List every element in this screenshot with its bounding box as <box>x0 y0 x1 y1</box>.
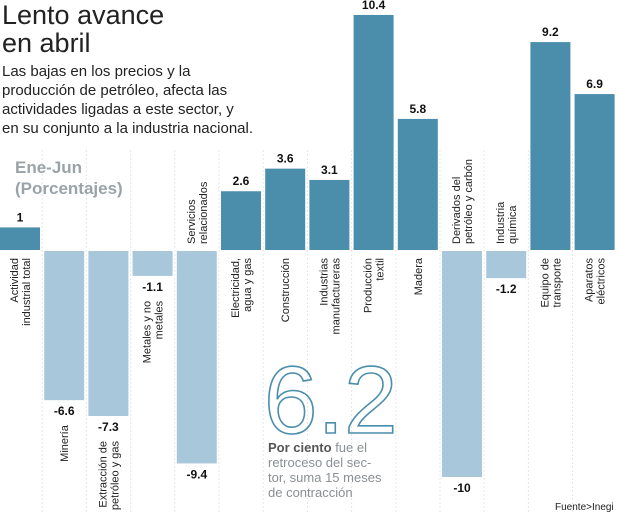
bar <box>0 227 40 250</box>
category-label-line: textil <box>375 258 387 281</box>
category-label-line: Electricidad, <box>230 258 242 318</box>
category-label: Industriasmanufactureras <box>318 258 342 335</box>
category-label-line: metales <box>154 300 166 339</box>
category-label-line: petróleo y gas <box>109 440 121 510</box>
category-label-line: Construcción <box>280 258 292 322</box>
category-label: Electricidad,agua y gas <box>230 258 254 318</box>
category-label-line: Derivados del <box>451 177 463 244</box>
category-label: Produccióntextil <box>363 258 387 313</box>
value-label: -1.1 <box>142 280 163 294</box>
category-label-line: química <box>507 205 519 244</box>
bar <box>574 94 615 250</box>
subtitle-line-3: actividades ligadas a este sector, y <box>2 101 234 118</box>
category-label-line: agua y gas <box>242 258 254 312</box>
bar <box>486 251 527 279</box>
category-label: Minería <box>59 424 71 462</box>
value-label: 3.1 <box>321 163 338 177</box>
category-label: Derivados delpetróleo y carbón <box>451 159 475 244</box>
category-label-line: Madera <box>413 257 425 295</box>
bar <box>397 118 438 250</box>
value-label: -7.3 <box>98 420 119 434</box>
value-label: -6.6 <box>54 404 75 418</box>
value-label: 10.4 <box>362 0 386 12</box>
bar <box>265 168 306 250</box>
category-label-line: Servicios <box>186 199 198 244</box>
category-label-line: manufactureras <box>330 258 342 335</box>
bar <box>88 251 129 416</box>
subtitle-line-1: Las bajas en los precios y la <box>2 63 191 80</box>
category-label-line: Producción <box>363 258 375 313</box>
unit-label-percent: (Porcentajes) <box>15 179 123 198</box>
bar <box>44 251 85 401</box>
highlight-line-2: retroceso del sec- <box>268 455 371 470</box>
category-label: Extracción depetróleo y gas <box>97 440 121 510</box>
category-label-line: Actividad <box>9 258 21 303</box>
category-label: Equipo detransporte <box>539 258 563 308</box>
value-label: 1 <box>17 210 24 224</box>
category-label-line: Industrias <box>318 258 330 306</box>
category-label: Actividadindustrial total <box>9 258 33 326</box>
bar <box>132 251 173 276</box>
category-label-line: transporte <box>551 258 563 308</box>
value-label: 9.2 <box>542 25 559 39</box>
category-label: Serviciosrelacionados <box>186 181 210 244</box>
bar <box>442 251 482 477</box>
unit-label-period: Ene-Jun <box>15 158 82 177</box>
bar <box>221 191 261 250</box>
category-label-line: Industria <box>495 201 507 244</box>
highlight-text-1: fue el <box>332 440 368 455</box>
category-label: Industriaquímica <box>495 201 519 244</box>
category-label-line: Minería <box>59 424 71 462</box>
highlight-line-1: Por ciento fue el <box>268 440 367 455</box>
highlight-line-4: de contracción <box>268 485 353 500</box>
title-line-2: en abril <box>2 28 91 58</box>
highlight-line-3: tor, suma 15 meses <box>268 470 382 485</box>
value-label: -1.2 <box>496 282 517 296</box>
category-label-line: Extracción de <box>97 441 109 508</box>
category-label: Aparatoseléctricos <box>584 258 608 305</box>
value-label: 5.8 <box>409 102 426 116</box>
bar <box>353 14 394 250</box>
category-label: Metales y nometales <box>142 300 166 363</box>
category-label-line: industrial total <box>21 258 33 326</box>
category-label: Construcción <box>280 258 292 322</box>
category-label-line: Aparatos <box>584 258 596 303</box>
value-label: -10 <box>453 481 471 495</box>
subtitle-line-4: en su conjunto a la industria nacional. <box>2 120 253 137</box>
category-label: Madera <box>413 257 425 295</box>
title-line-1: Lento avance <box>2 0 164 30</box>
bar <box>176 251 217 464</box>
category-label-line: Metales y no <box>142 301 154 363</box>
value-label: 6.9 <box>586 77 603 91</box>
highlight-value: 6.2 <box>264 347 397 454</box>
value-label: -9.4 <box>186 467 207 481</box>
subtitle-line-2: producción de petróleo, afecta las <box>2 82 227 99</box>
category-label-line: Equipo de <box>539 258 551 308</box>
bar <box>309 179 350 250</box>
source-note: Fuente>Inegi <box>555 502 614 513</box>
value-label: 2.6 <box>233 174 250 188</box>
highlight-bold: Por ciento <box>268 440 332 455</box>
category-label-line: eléctricos <box>596 258 608 305</box>
bar <box>530 42 571 250</box>
category-label-line: relacionados <box>198 181 210 244</box>
value-label: 3.6 <box>277 152 294 166</box>
category-label-line: petróleo y carbón <box>463 159 475 244</box>
